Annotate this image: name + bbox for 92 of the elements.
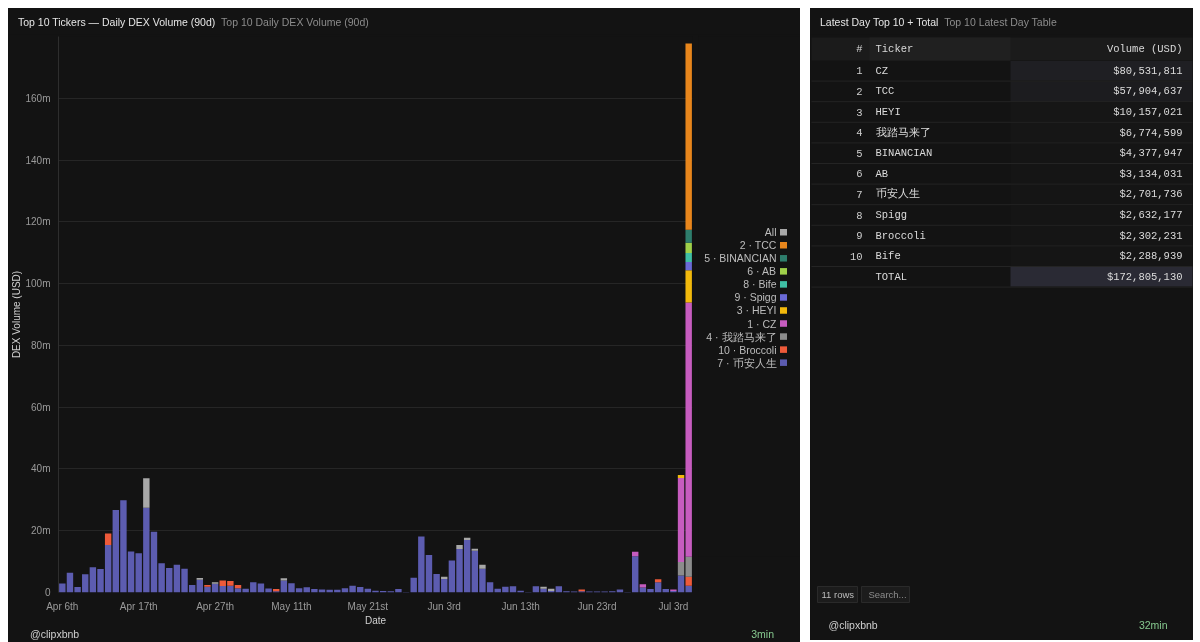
y2-tick-label: Bife — [875, 250, 901, 263]
legend-label: 8 · Bife — [743, 278, 777, 291]
y-tick-label: 8 — [856, 209, 863, 222]
x-tick-label: Apr 27th — [196, 600, 234, 612]
x-tick-label: Volume (USD) — [1106, 43, 1183, 55]
text: 3min — [751, 628, 774, 640]
y2-tick-label: AB — [875, 167, 889, 180]
y-tick-label: 160m — [25, 92, 51, 104]
y2-tick-label: 我踏马来了 — [875, 125, 931, 139]
data-label: $172,805,130 — [1106, 270, 1183, 283]
y-tick-label: 7 — [856, 188, 863, 201]
x-tick-label: Jun 13th — [501, 600, 540, 612]
bar — [456, 544, 463, 549]
data-label: $2,701,736 — [1119, 188, 1183, 201]
text: 32min — [1138, 618, 1168, 631]
data-label: $2,288,939 — [1119, 250, 1183, 263]
y-tick-label: 140m — [25, 154, 51, 166]
bar — [540, 586, 547, 589]
data-label: $10,157,021 — [1113, 106, 1183, 118]
data-label: $80,531,811 — [1113, 64, 1183, 77]
y-tick-label: 10 — [849, 250, 863, 263]
y2-tick-label: HEYI — [875, 106, 901, 118]
legend-label: 9 · Spigg — [734, 291, 777, 304]
bar — [685, 253, 692, 262]
bar — [104, 533, 112, 545]
y-tick-label: 3 — [856, 106, 863, 119]
y2-tick-label: CZ — [875, 64, 889, 77]
legend-label: 10 · Broccoli — [718, 343, 777, 356]
x-tick-label: Jun 23rd — [577, 600, 617, 612]
y-tick-label: 6 — [856, 168, 863, 181]
y2-tick-label: Spigg — [875, 209, 908, 221]
text: @clipxbnb — [30, 628, 80, 640]
chart-subtitle: Top 10 Daily DEX Volume (90d) — [221, 16, 369, 28]
x-tick-label: May 21st — [347, 600, 389, 612]
bar — [685, 261, 692, 271]
bar — [685, 242, 692, 254]
text: @clipxbnb — [828, 618, 878, 631]
chart-title: Latest Day Top 10 + Total — [820, 16, 939, 28]
x-tick-label: Apr 17th — [119, 600, 158, 612]
legend-label: 7 · 币安人生 — [717, 356, 777, 369]
chart-subtitle: Top 10 Latest Day Table — [944, 16, 1057, 28]
y-tick-label: 20m — [31, 525, 51, 537]
bar — [479, 564, 486, 569]
legend-label: 6 · AB — [747, 265, 776, 278]
y-tick-label: 120m — [25, 216, 51, 228]
y-axis-title: # — [856, 43, 863, 55]
y2-tick-label: TCC — [875, 85, 895, 98]
y-tick-label: 5 — [856, 147, 863, 160]
y2-tick-label: BINANCIAN — [875, 147, 933, 160]
data-label: $2,632,177 — [1119, 209, 1183, 221]
data-label: $2,302,231 — [1119, 229, 1183, 242]
bar — [685, 270, 692, 303]
data-label: $4,377,947 — [1119, 147, 1183, 160]
y2-tick-label: 币安人生 — [875, 187, 920, 201]
bar — [685, 229, 692, 243]
legend-label: 3 · HEYI — [736, 304, 777, 317]
data-label: $57,904,637 — [1113, 85, 1183, 98]
text: 11 rows — [821, 589, 855, 600]
y-tick-label: 9 — [856, 230, 863, 243]
y-tick-label: 60m — [31, 401, 51, 413]
y-tick-label: 100m — [25, 278, 51, 290]
y-tick-label: 40m — [31, 463, 51, 475]
bar — [677, 475, 685, 478]
data-label: $3,134,031 — [1119, 167, 1183, 180]
x-tick-label: Apr 6th — [46, 600, 79, 612]
x-tick-label: Jul 3rd — [658, 600, 689, 612]
y-tick-label: 80m — [31, 339, 51, 351]
y-tick-label: 1 — [856, 65, 863, 78]
legend-label: All — [764, 226, 777, 239]
text: Search... — [868, 589, 907, 600]
bar — [143, 478, 150, 508]
legend-label: 2 · TCC — [739, 239, 777, 252]
y-axis-title: DEX Volume (USD) — [11, 270, 23, 359]
y-tick-label: 4 — [856, 127, 863, 140]
bar — [632, 556, 639, 593]
bar — [685, 576, 692, 586]
data-label: $6,774,599 — [1119, 126, 1183, 139]
x-tick-label: May 11th — [271, 600, 312, 612]
y-tick-label: 2 — [856, 85, 863, 98]
y-tick-label: 0 — [44, 587, 51, 598]
bar — [654, 579, 662, 583]
legend-label: 1 · CZ — [747, 317, 778, 330]
x-tick-label: Jun 3rd — [427, 600, 461, 612]
y2-tick-label: TOTAL — [875, 270, 908, 283]
y2-tick-label: Broccoli — [875, 229, 926, 242]
bar — [639, 584, 647, 588]
x-axis-title: Date — [364, 614, 387, 626]
bar — [685, 43, 692, 230]
y2-axis-title: Ticker — [875, 43, 914, 55]
legend-label: 4 · 我踏马来了 — [706, 330, 777, 343]
legend-label: 5 · BINANCIAN — [704, 252, 777, 265]
chart-title: Top 10 Tickers — Daily DEX Volume (90d) — [18, 16, 216, 28]
